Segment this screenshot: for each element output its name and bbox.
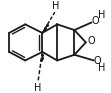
Text: H: H — [34, 83, 41, 93]
Text: O: O — [91, 16, 99, 27]
Text: H: H — [98, 10, 106, 20]
Text: O: O — [93, 56, 101, 66]
Text: O: O — [88, 36, 95, 46]
Text: H: H — [98, 63, 106, 73]
Text: H: H — [52, 1, 60, 11]
